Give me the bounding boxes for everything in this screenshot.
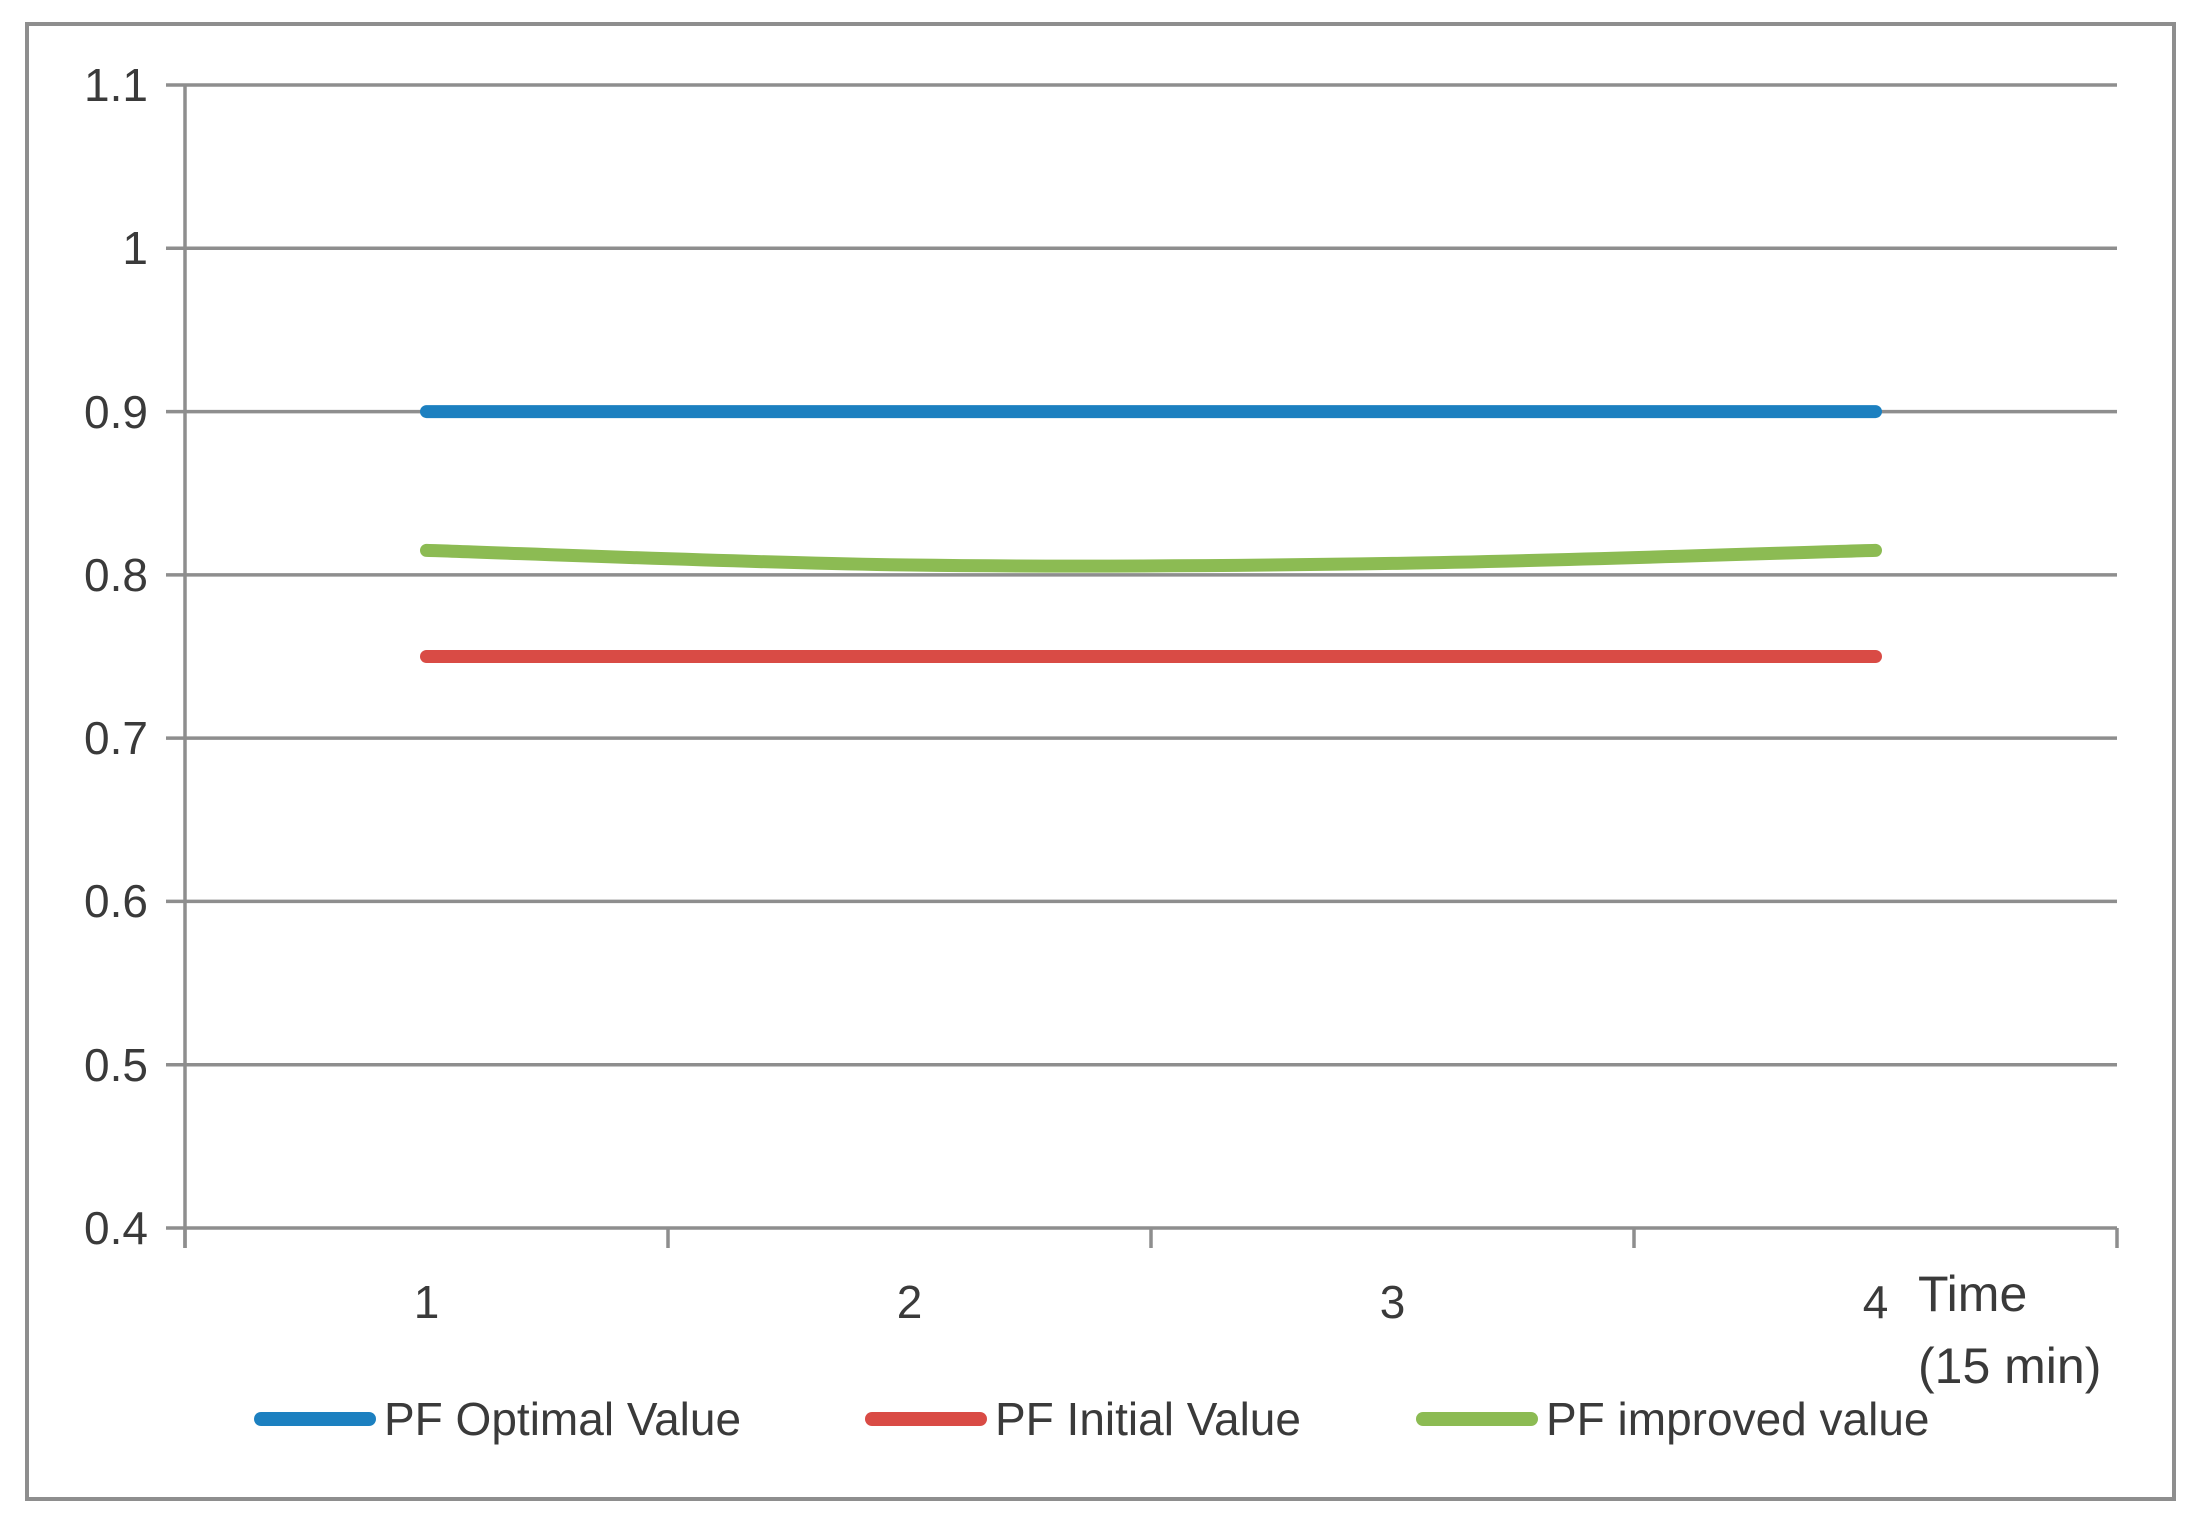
y-tick-label-0.5: 0.5	[84, 1038, 148, 1091]
legend-swatch-pf-optimal-value	[254, 1412, 376, 1426]
x-tick-label-3: 3	[1379, 1276, 1406, 1328]
legend-label-pf-initial-value: PF Initial Value	[995, 1393, 1301, 1445]
y-tick-label-0.9: 0.9	[84, 385, 148, 438]
legend-swatch-pf-initial-value	[865, 1412, 987, 1426]
x-axis-title-line1: Time	[1918, 1266, 2028, 1322]
series-line-pf-improved-value	[420, 543, 1882, 573]
y-tick-label-0.4: 0.4	[84, 1202, 148, 1254]
chart-frame	[25, 22, 2176, 1501]
y-tick-label-0.8: 0.8	[84, 548, 148, 601]
x-tick-label-2: 2	[896, 1276, 923, 1328]
y-tick-label-0.6: 0.6	[84, 875, 148, 928]
legend-label-pf-improved-value: PF improved value	[1546, 1393, 1930, 1445]
legend-swatch-pf-improved-value	[1416, 1412, 1538, 1426]
x-axis-title-line2: (15 min)	[1918, 1338, 2102, 1394]
x-axis-title: Time (15 min)	[1918, 1258, 2101, 1402]
x-tick-label-4: 4	[1862, 1276, 1889, 1328]
legend-item-pf-initial-value: PF Initial Value	[865, 1393, 1301, 1445]
legend-label-pf-optimal-value: PF Optimal Value	[384, 1393, 742, 1445]
legend-item-pf-optimal-value: PF Optimal Value	[254, 1393, 741, 1445]
x-tick-label-1: 1	[413, 1276, 440, 1328]
legend-item-pf-improved-value: PF improved value	[1416, 1393, 1930, 1445]
y-tick-label-1.1: 1.1	[84, 59, 148, 111]
y-tick-label-1: 1	[122, 222, 148, 275]
y-tick-label-0.7: 0.7	[84, 712, 148, 765]
